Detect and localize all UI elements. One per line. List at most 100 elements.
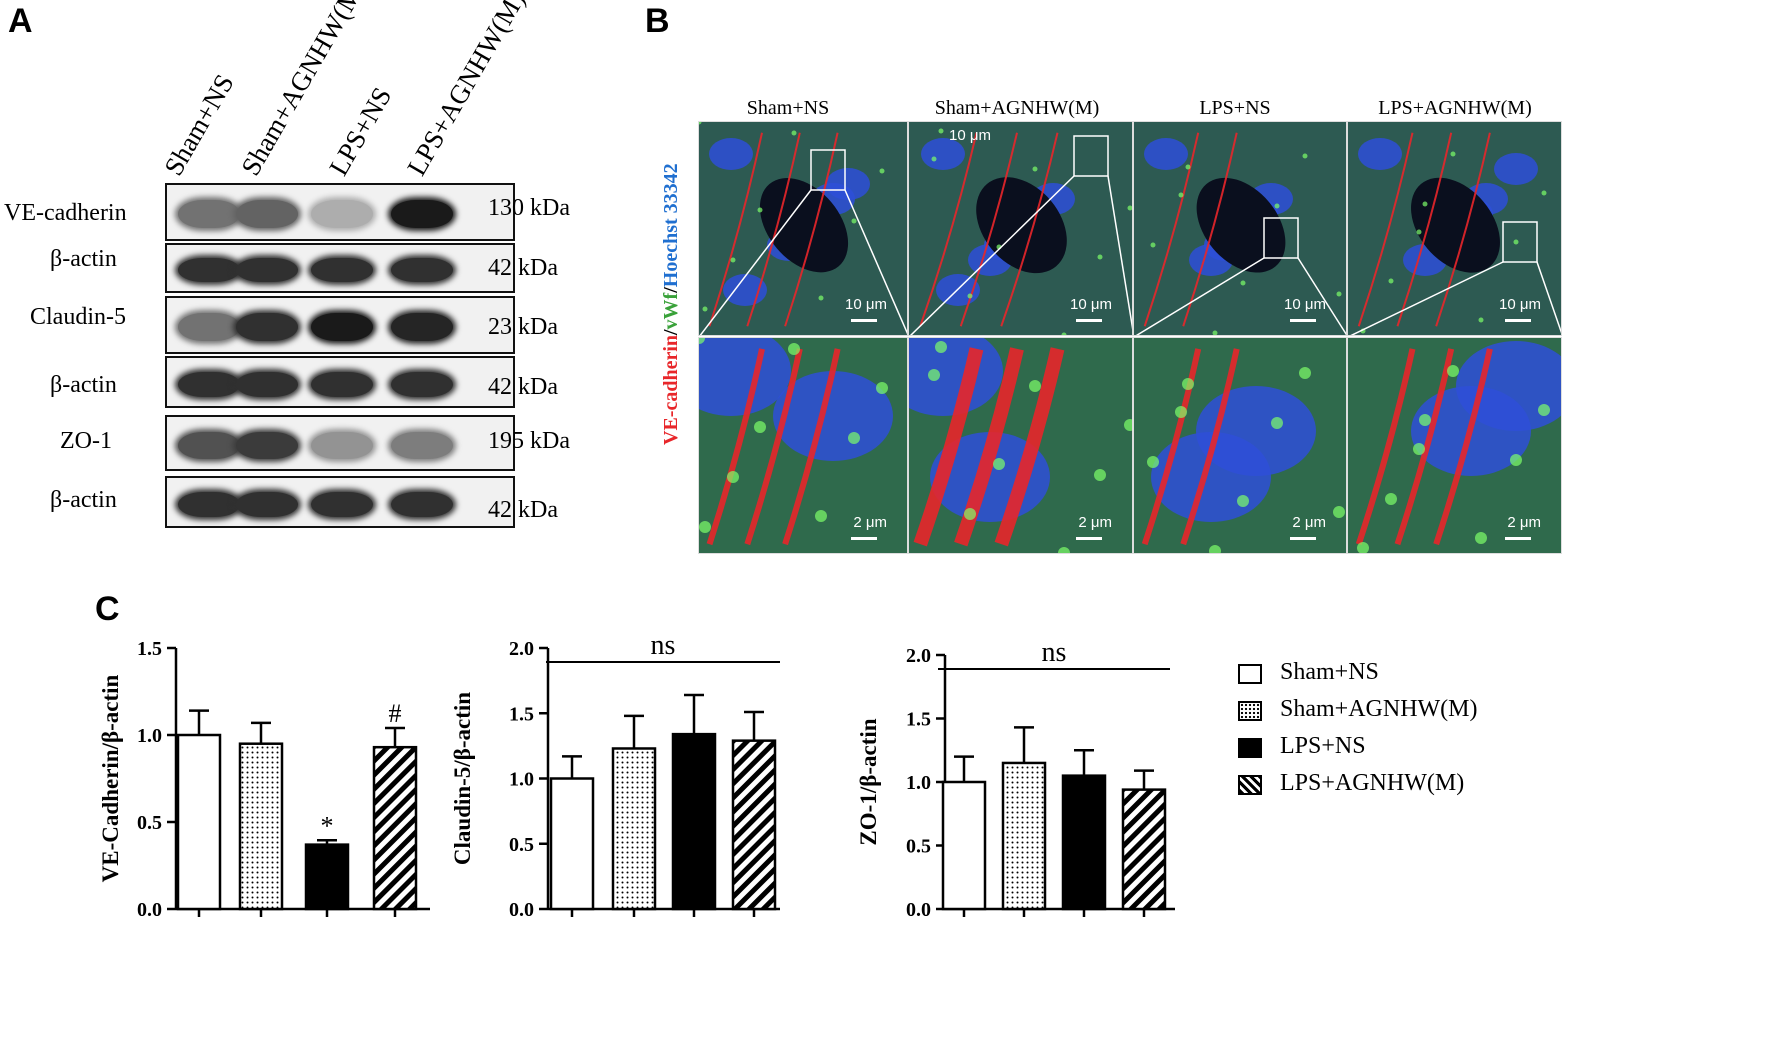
scale-bar bbox=[1290, 537, 1316, 540]
bar bbox=[238, 742, 284, 911]
bar bbox=[176, 733, 222, 911]
scale-bar bbox=[851, 537, 877, 540]
legend-label: Sham+NS bbox=[1280, 659, 1379, 685]
claudin-5-chart: 0.0 0.5 1.0 1.5 2.0 Claudin-5/β-actin ns bbox=[450, 630, 780, 921]
bar bbox=[1061, 774, 1107, 911]
scale-bar-label: 10 μm bbox=[1499, 296, 1541, 313]
y-tick-label: 1.5 bbox=[906, 709, 931, 731]
scale-bar bbox=[851, 319, 877, 322]
zo-1-chart: 0.0 0.5 1.0 1.5 2.0 ZO-1/β-actin ns bbox=[856, 637, 1175, 921]
if-column-title: LPS+AGNHW(M) bbox=[1378, 97, 1532, 119]
stain-green-label: vWf bbox=[660, 292, 682, 330]
scale-bar-label: 2 μm bbox=[1507, 514, 1541, 531]
blot-strip bbox=[165, 296, 515, 354]
lane-label: LPS+AGNHW(M) bbox=[401, 0, 531, 181]
blot-band bbox=[236, 313, 298, 341]
blot-band bbox=[311, 372, 373, 397]
stain-red-label: VE-cadherin bbox=[660, 335, 682, 445]
blot-band bbox=[236, 372, 298, 397]
blot-protein-label: ZO-1 bbox=[60, 428, 112, 454]
scale-bar bbox=[1505, 319, 1531, 322]
ve-cadherin-chart: 0.0 0.5 1.0 1.5 VE-Cadherin/β-actin * # bbox=[98, 638, 430, 921]
blot-band bbox=[178, 313, 240, 341]
bar bbox=[1001, 761, 1047, 911]
bar bbox=[941, 780, 987, 911]
blot-band bbox=[391, 492, 453, 517]
blot-band bbox=[178, 432, 240, 459]
scale-bar-label: 2 μm bbox=[853, 514, 887, 531]
blot-band bbox=[236, 492, 298, 517]
blot-band bbox=[311, 313, 373, 341]
blot-band bbox=[391, 432, 453, 459]
blot-band bbox=[311, 200, 373, 228]
blot-band bbox=[311, 432, 373, 459]
stain-blue-label: Hoechst 33342 bbox=[660, 163, 682, 288]
stain-label: VE-cadherin/vWf/Hoechst 33342 bbox=[660, 163, 683, 445]
if-column-title: Sham+NS bbox=[746, 97, 830, 119]
legend-swatch-hatched bbox=[1238, 775, 1262, 795]
blot-kda-label: 42 kDa bbox=[488, 255, 558, 281]
blot-strip bbox=[165, 415, 515, 471]
scale-bar bbox=[1505, 537, 1531, 540]
scale-bar-label: 10 μm bbox=[1284, 296, 1326, 313]
blot-strip bbox=[165, 476, 515, 528]
stain-separator: / bbox=[660, 329, 682, 335]
blot-band bbox=[236, 200, 298, 228]
blot-band bbox=[178, 372, 240, 397]
blot-band bbox=[391, 258, 453, 282]
y-tick-label: 1.0 bbox=[137, 725, 162, 747]
y-tick-label: 1.0 bbox=[509, 769, 534, 791]
blot-band bbox=[311, 492, 373, 517]
lane-label: LPS+NS bbox=[323, 82, 398, 181]
blot-strip bbox=[165, 243, 515, 293]
y-tick-label: 1.5 bbox=[509, 703, 534, 725]
if-overview-image: 10 μm bbox=[698, 121, 908, 336]
blot-protein-label: β-actin bbox=[50, 246, 117, 272]
blot-protein-label: β-actin bbox=[50, 372, 117, 398]
scale-bar-label: 2 μm bbox=[1292, 514, 1326, 531]
if-zoom-image: 2 μm bbox=[698, 337, 908, 554]
y-tick-label: 0.5 bbox=[906, 836, 931, 858]
blot-protein-label: Claudin-5 bbox=[30, 304, 126, 330]
blot-strip bbox=[165, 183, 515, 241]
y-tick-label: 0.5 bbox=[137, 812, 162, 834]
blot-kda-label: 195 kDa bbox=[488, 428, 570, 454]
if-overview-image: 10 μm bbox=[1347, 121, 1562, 336]
if-column-title: Sham+AGNHW(M) bbox=[934, 97, 1100, 119]
bar bbox=[549, 777, 595, 911]
stain-separator: / bbox=[660, 287, 682, 293]
blot-band bbox=[391, 372, 453, 397]
y-axis-label: VE-Cadherin/β-actin bbox=[98, 674, 123, 882]
legend-label: LPS+NS bbox=[1280, 733, 1366, 759]
panel-letter-a: A bbox=[8, 2, 33, 40]
blot-protein-label: VE-cadherin bbox=[4, 200, 127, 226]
legend-swatch-solid bbox=[1238, 738, 1262, 758]
ns-label: ns bbox=[1042, 637, 1067, 668]
if-overview-image: 10 μm 10 μm bbox=[908, 121, 1133, 336]
scale-bar-label: 2 μm bbox=[1078, 514, 1112, 531]
if-overview-image: 10 μm bbox=[1133, 121, 1347, 336]
panel-letter-b: B bbox=[645, 2, 670, 40]
blot-band bbox=[178, 492, 240, 517]
scale-bar bbox=[1076, 537, 1102, 540]
scale-label-extra: 10 μm bbox=[949, 127, 991, 144]
bar bbox=[1121, 788, 1167, 911]
significance-marker: * bbox=[321, 811, 334, 840]
bar bbox=[304, 843, 350, 911]
y-tick-label: 0.0 bbox=[509, 899, 534, 921]
y-axis-label: ZO-1/β-actin bbox=[856, 718, 881, 845]
scale-bar-label: 10 μm bbox=[845, 296, 887, 313]
scale-bar-label: 10 μm bbox=[1070, 296, 1112, 313]
blot-kda-label: 42 kDa bbox=[488, 497, 558, 523]
blot-band bbox=[178, 258, 240, 282]
bar bbox=[372, 745, 418, 911]
legend-swatch-open bbox=[1238, 664, 1262, 684]
y-tick-label: 0.0 bbox=[137, 899, 162, 921]
blot-band bbox=[391, 200, 453, 228]
legend-label: LPS+AGNHW(M) bbox=[1280, 770, 1465, 796]
scale-bar bbox=[1076, 319, 1102, 322]
y-tick-label: 2.0 bbox=[906, 645, 931, 667]
panel-letter-c: C bbox=[95, 590, 120, 628]
blot-strip bbox=[165, 356, 515, 408]
y-tick-label: 2.0 bbox=[509, 638, 534, 660]
